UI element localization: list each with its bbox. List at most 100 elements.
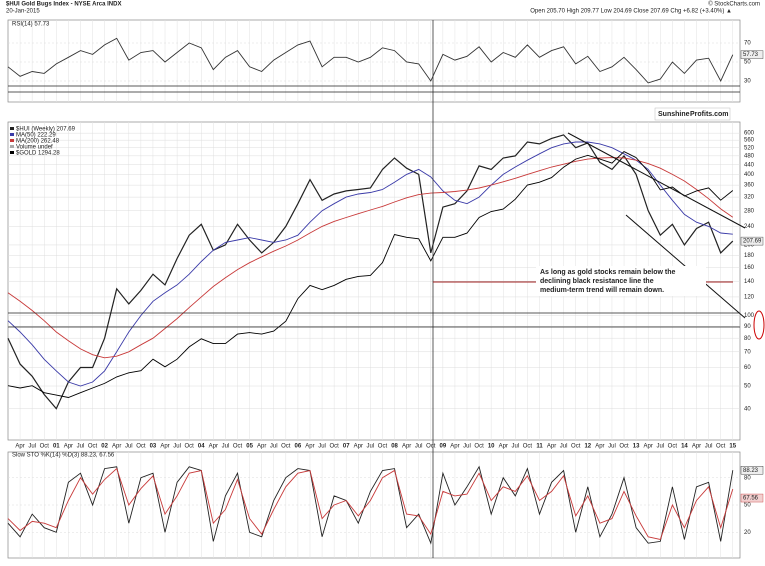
x-tick-label: Jul [125,444,133,450]
annotations: As long as gold stocks remain below the d… [8,20,765,558]
x-tick-label: Oct [281,444,291,450]
y-tick-label: 90 [744,324,751,330]
x-tick-label: 07 [343,444,350,450]
legend-swatch [10,133,14,136]
y-tick-label: 140 [744,279,755,285]
x-tick-label: Apr [209,444,218,450]
x-tick-label: Apr [692,444,701,450]
chart-date: 20-Jan-2015 [6,9,40,15]
x-tick-label: 12 [584,444,591,450]
x-tick-label: 01 [53,444,60,450]
y-tick-label: 520 [744,145,755,151]
legend-swatch [10,127,14,130]
last-value-label: 207.69 [743,239,762,245]
y-tick-label: 120 [744,295,755,301]
x-tick-label: 06 [295,444,302,450]
ohlc: Open 205.70 High 209.77 Low 204.69 Close… [530,9,732,15]
x-tick-label: Jul [511,444,519,450]
x-tick-label: Oct [40,444,50,450]
y-tick-label: 180 [744,253,755,259]
highlight-circle [753,310,765,340]
y-tick-label: 50 [744,60,751,66]
y-tick-label: 280 [744,208,755,214]
x-tick-label: 11 [536,444,543,450]
series-line [7,151,734,398]
logo-part: Sunshine [658,111,690,118]
x-tick-label: Oct [378,444,388,450]
x-tick-label: Jul [173,444,181,450]
y-tick-label: 320 [744,195,755,201]
y-tick-label: 40 [744,406,751,412]
x-tick-label: Oct [668,444,678,450]
x-tick-label: Apr [257,444,266,450]
y-tick-label: 30 [744,79,751,85]
y-tick-label: 50 [744,384,751,390]
series-line [7,465,734,545]
x-tick-label: Jul [705,444,713,450]
x-tick-label: Oct [136,444,146,450]
x-tick-label: Jul [415,444,423,450]
y-tick-label: 80 [744,475,751,481]
y-tick-label: 100 [744,313,755,319]
y-tick-label: 60 [744,365,751,371]
legend-label: MA(200) 262.48 [16,139,60,145]
series-line [7,141,733,387]
x-tick-label: Apr [305,444,314,450]
last-value-tag [740,236,764,246]
x-tick-label: 10 [488,444,495,450]
x-tick-label: Jul [28,444,36,450]
x-tick-label: Apr [160,444,169,450]
x-tick-label: Apr [547,444,556,450]
annotation-text: medium-term trend will remain down. [540,287,664,294]
x-tick-label: 14 [681,444,688,450]
x-tick-label: 13 [633,444,640,450]
series-line [7,37,734,84]
y-tick-label: 440 [744,162,755,168]
series-line [7,134,734,410]
x-tick-label: Apr [354,444,363,450]
x-tick-label: Apr [112,444,121,450]
last-value-label: 57.73 [743,52,759,58]
y-tick-label: 160 [744,265,755,271]
y-tick-label: 240 [744,224,755,230]
x-tick-label: Apr [450,444,459,450]
x-tick-label: 05 [246,444,253,450]
resistance-line [567,132,746,229]
panel-title: RSI(14) 57.73 [12,22,50,28]
annotation-box [536,266,706,296]
x-tick-label: Oct [474,444,484,450]
y-tick-label: 480 [744,153,755,159]
x-tick-label: Jul [608,444,616,450]
y-tick-label: 360 [744,183,755,189]
y-tick-label: 80 [744,336,751,342]
x-tick-label: Oct [88,444,98,450]
last-value-tag [740,466,764,475]
y-tick-label: 200 [744,243,755,249]
y-tick-label: 600 [744,131,755,137]
annotation-text: As long as gold stocks remain below the [540,269,675,276]
x-tick-label: Jul [560,444,568,450]
x-tick-label: Apr [499,444,508,450]
legend-swatch [10,139,14,142]
rsi-frame [7,19,741,103]
x-tick-label: 09 [440,444,447,450]
x-tick-label: Oct [523,444,533,450]
y-tick-label: 20 [744,530,751,536]
chart-symbol: $HUI Gold Bugs Index - NYSE Arca INDX [6,2,121,8]
x-tick-label: Apr [644,444,653,450]
x-tick-label: Oct [571,444,581,450]
last-value-label: 67.56 [743,496,759,502]
y-tick-label: 50 [744,503,751,509]
x-tick-label: 15 [729,444,736,450]
legend-label: $HUI (Weekly) 207.69 [16,127,76,133]
legend-label: $GOLD 1294.28 [16,151,60,157]
x-tick-label: Oct [185,444,195,450]
x-tick-label: Oct [329,444,339,450]
x-tick-label: Jul [222,444,230,450]
legend-label: MA(50) 222.29 [16,133,56,139]
x-tick-label: Apr [15,444,24,450]
last-value-label: 88.23 [743,468,759,474]
x-tick-label: Oct [716,444,726,450]
legend-swatch [10,151,14,154]
legend-label: Volume undef [16,145,53,151]
